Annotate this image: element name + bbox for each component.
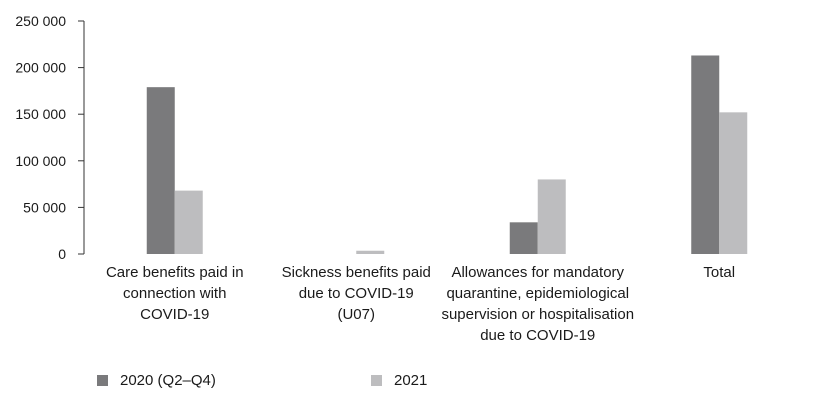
bar-series1-cat3 <box>509 222 538 254</box>
y-tick-label: 50 000 <box>23 199 66 215</box>
category-label: Sickness benefits paid <box>282 264 431 281</box>
y-tick-label: 200 000 <box>15 60 66 76</box>
category-label: Total <box>703 264 735 281</box>
bar-series2-cat3 <box>537 179 566 254</box>
bar-series2-cat2 <box>356 250 385 254</box>
legend-item-2021: 2021 <box>371 371 428 389</box>
legend-swatch-2021 <box>371 374 382 386</box>
category-label: COVID-19 <box>140 306 209 323</box>
legend-item-2020: 2020 (Q2–Q4) <box>97 371 216 389</box>
category-label: supervision or hospitalisation <box>441 306 634 323</box>
bars <box>146 55 748 254</box>
category-label: due to COVID-19 <box>299 285 414 302</box>
legend-swatch-2020 <box>97 374 108 386</box>
y-tick-label: 0 <box>58 246 66 262</box>
y-tick-label: 100 000 <box>15 153 66 169</box>
x-axis-labels: Care benefits paid in connection with COVI… <box>106 264 735 344</box>
y-axis: 0 50 000 100 000 150 000 200 000 250 000 <box>15 13 85 262</box>
category-label: (U07) <box>337 306 375 323</box>
bar-series1-cat4 <box>691 55 720 254</box>
category-label: Care benefits paid in <box>106 264 244 281</box>
category-label: quarantine, epidemiological <box>446 285 629 302</box>
bar-series2-cat1 <box>174 190 203 254</box>
bar-series1-cat1 <box>146 87 175 254</box>
category-label: connection with <box>123 285 226 302</box>
category-label: due to COVID-19 <box>480 327 595 344</box>
bar-series2-cat4 <box>719 112 748 254</box>
y-tick-label: 150 000 <box>15 106 66 122</box>
legend-label-2020: 2020 (Q2–Q4) <box>120 371 216 389</box>
category-label: Allowances for mandatory <box>451 264 624 281</box>
y-tick-label: 250 000 <box>15 13 66 29</box>
legend-label-2021: 2021 <box>394 371 428 389</box>
